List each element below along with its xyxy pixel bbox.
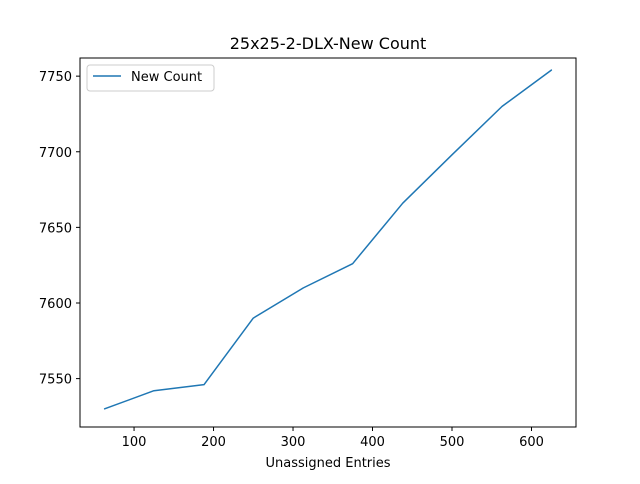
plot-area-frame — [79, 57, 577, 428]
x-axis-label: Unassigned Entries — [265, 456, 390, 471]
x-tick-label: 100 — [122, 435, 147, 450]
x-tick-label: 300 — [281, 435, 306, 450]
y-tick-label: 7550 — [39, 373, 72, 388]
y-tick-label: 7650 — [39, 221, 72, 236]
series-line-0 — [103, 69, 553, 410]
y-tick-label: 7700 — [39, 146, 72, 161]
y-axis-ticks: 7550 7600 7650 7700 7750 — [39, 70, 80, 388]
x-axis-ticks: 100 200 300 400 500 600 — [122, 427, 544, 450]
legend-box — [86, 64, 215, 92]
legend-series-label: New Count — [131, 70, 202, 85]
y-tick-label: 7750 — [39, 70, 72, 85]
y-tick-label: 7600 — [39, 297, 72, 312]
x-tick-label: 200 — [201, 435, 226, 450]
x-tick-label: 600 — [519, 435, 544, 450]
series-layer — [103, 69, 553, 410]
chart-title: 25x25-2-DLX-New Count — [230, 34, 427, 53]
x-tick-label: 400 — [360, 435, 385, 450]
legend: New Count — [86, 64, 215, 92]
x-tick-label: 500 — [440, 435, 465, 450]
